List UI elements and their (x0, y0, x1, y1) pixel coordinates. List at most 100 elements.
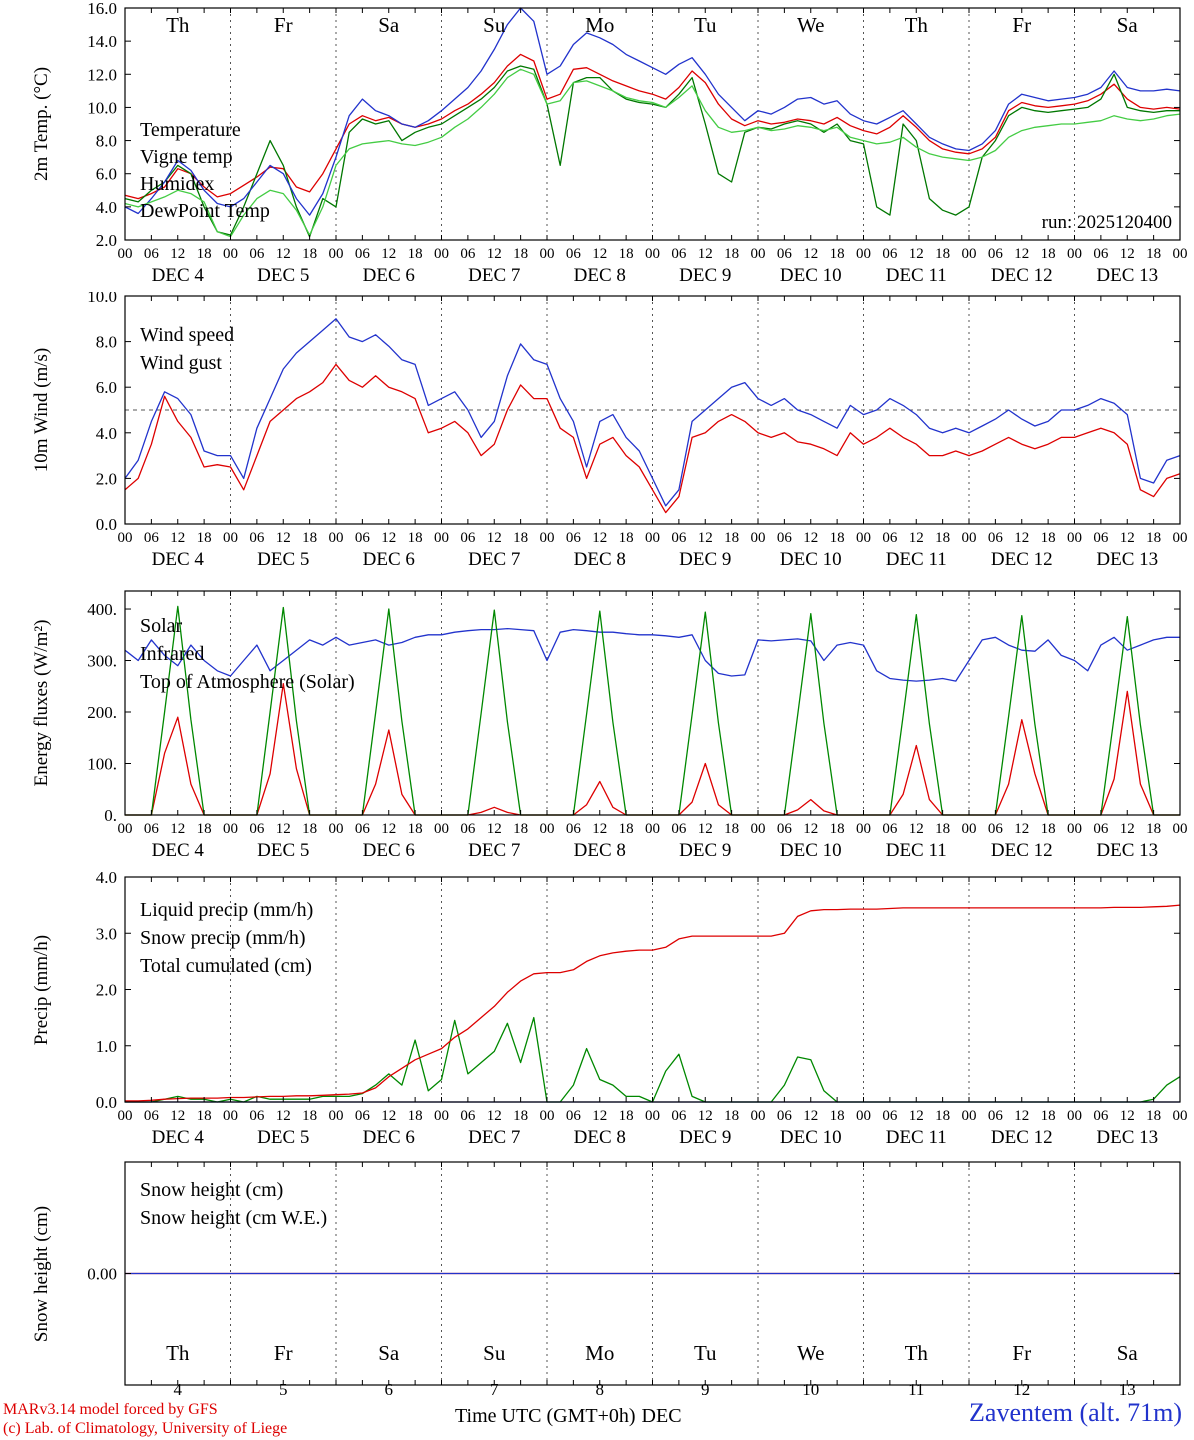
precip-axis-title: Precip (mm/h) (31, 934, 52, 1046)
svg-text:DEC 9: DEC 9 (679, 840, 731, 861)
svg-text:10: 10 (802, 1380, 819, 1399)
svg-text:DEC 12: DEC 12 (991, 1127, 1053, 1148)
svg-text:06: 06 (671, 246, 687, 262)
svg-text:We: We (797, 13, 824, 37)
svg-text:00: 00 (856, 1108, 871, 1124)
svg-text:18: 18 (724, 246, 739, 262)
svg-text:12: 12 (909, 1108, 924, 1124)
svg-text:12: 12 (170, 246, 185, 262)
svg-text:06: 06 (460, 530, 476, 546)
svg-text:00: 00 (434, 821, 449, 837)
svg-text:06: 06 (144, 1108, 160, 1124)
svg-text:18: 18 (830, 530, 845, 546)
energy-axis-title: Energy fluxes (W/m²) (31, 619, 52, 787)
hour-tick-labels: 00 06 12 18 00 06 12 18 00 06 12 18 00 06 12 18 00 06 12 18… (118, 530, 1188, 546)
svg-text:Sa: Sa (378, 13, 400, 37)
svg-text:06: 06 (988, 821, 1004, 837)
axis-ticks (124, 591, 1181, 816)
svg-text:4.0: 4.0 (96, 872, 117, 887)
svg-text:00: 00 (856, 530, 871, 546)
svg-text:18: 18 (1146, 821, 1161, 837)
svg-text:Sa: Sa (1117, 13, 1139, 37)
svg-text:18: 18 (830, 1108, 845, 1124)
svg-text:06: 06 (988, 246, 1004, 262)
svg-text:00: 00 (962, 246, 977, 262)
svg-text:18: 18 (1041, 1108, 1056, 1124)
svg-text:14.0: 14.0 (87, 32, 117, 51)
svg-text:18: 18 (1146, 530, 1161, 546)
svg-text:06: 06 (988, 1108, 1004, 1124)
svg-text:12: 12 (803, 821, 818, 837)
y-tick-labels: 0.0 2.0 4.0 6.0 8.0 10.0 (87, 292, 117, 534)
svg-text:06: 06 (1093, 530, 1109, 546)
svg-text:18: 18 (724, 1108, 739, 1124)
svg-text:06: 06 (460, 821, 476, 837)
svg-text:18: 18 (724, 530, 739, 546)
svg-text:Fr: Fr (274, 1341, 293, 1365)
svg-text:Th: Th (905, 1341, 929, 1365)
svg-text:8.0: 8.0 (96, 132, 117, 151)
svg-text:06: 06 (460, 246, 476, 262)
svg-text:06: 06 (249, 246, 265, 262)
svg-text:18: 18 (1041, 530, 1056, 546)
svg-text:00: 00 (223, 1108, 238, 1124)
svg-text:DEC 13: DEC 13 (1096, 840, 1158, 861)
svg-text:18: 18 (935, 530, 950, 546)
svg-text:00: 00 (962, 821, 977, 837)
svg-text:06: 06 (355, 821, 371, 837)
svg-text:Mo: Mo (585, 13, 614, 37)
svg-text:06: 06 (355, 1108, 371, 1124)
series-wind-gust (124, 318, 1181, 507)
svg-text:2.0: 2.0 (96, 981, 117, 1000)
svg-text:18: 18 (302, 530, 317, 546)
svg-text:DEC 5: DEC 5 (257, 265, 309, 286)
svg-text:2.0: 2.0 (96, 469, 117, 488)
svg-text:DEC 7: DEC 7 (468, 265, 520, 286)
svg-text:00: 00 (1173, 1108, 1188, 1124)
svg-text:8.0: 8.0 (96, 333, 117, 352)
run-label: run: 2025120400 (1042, 212, 1172, 233)
svg-text:DEC 5: DEC 5 (257, 840, 309, 861)
energy-flux-panel-chart: 0. 100. 200. 300. 400. 00 06 12 18 00 06 12 18 00 06 12… (87, 590, 1188, 861)
series-vigne-temp (124, 65, 1180, 238)
svg-text:12: 12 (170, 530, 185, 546)
legend: Snow height (cm) Snow height (cm W.E.) (140, 1179, 327, 1229)
svg-text:12: 12 (592, 246, 607, 262)
svg-text:12: 12 (909, 530, 924, 546)
svg-text:12: 12 (1013, 1380, 1030, 1399)
svg-text:18: 18 (513, 246, 528, 262)
legend: Solar Infrared Top of Atmosphere (Solar) (140, 615, 355, 693)
svg-text:06: 06 (249, 530, 265, 546)
svg-text:DEC 6: DEC 6 (363, 840, 415, 861)
svg-text:Tu: Tu (694, 1341, 717, 1365)
svg-text:00: 00 (645, 530, 660, 546)
svg-text:18: 18 (619, 246, 634, 262)
svg-text:06: 06 (355, 246, 371, 262)
svg-text:00: 00 (118, 821, 133, 837)
temperature-panel-chart: 2.0 4.0 6.0 8.0 10.0 12.0 14.0 16.0 00 06 12 18 00 06… (87, 0, 1187, 286)
svg-text:18: 18 (830, 821, 845, 837)
plot-border (124, 590, 1181, 816)
svg-text:DEC 10: DEC 10 (780, 265, 842, 286)
svg-text:10.0: 10.0 (87, 292, 117, 306)
svg-text:06: 06 (566, 821, 582, 837)
svg-text:DEC 11: DEC 11 (886, 265, 947, 286)
svg-text:00: 00 (223, 821, 238, 837)
svg-text:11: 11 (908, 1380, 924, 1399)
svg-text:12: 12 (487, 821, 502, 837)
svg-text:06: 06 (671, 821, 687, 837)
svg-text:00: 00 (434, 530, 449, 546)
svg-text:06: 06 (1093, 1108, 1109, 1124)
wind-axis-title: 10m Wind (m/s) (31, 347, 52, 473)
series-lines (124, 7, 1181, 238)
svg-text:12: 12 (1014, 1108, 1029, 1124)
svg-text:06: 06 (355, 530, 371, 546)
svg-text:18: 18 (1041, 821, 1056, 837)
svg-text:DEC 10: DEC 10 (780, 549, 842, 570)
svg-text:DEC 5: DEC 5 (257, 549, 309, 570)
svg-text:Th: Th (166, 1341, 190, 1365)
svg-text:18: 18 (619, 821, 634, 837)
lab-credit-line: (c) Lab. of Climatology, University of L… (3, 1420, 288, 1437)
svg-text:DEC 9: DEC 9 (679, 1127, 731, 1148)
